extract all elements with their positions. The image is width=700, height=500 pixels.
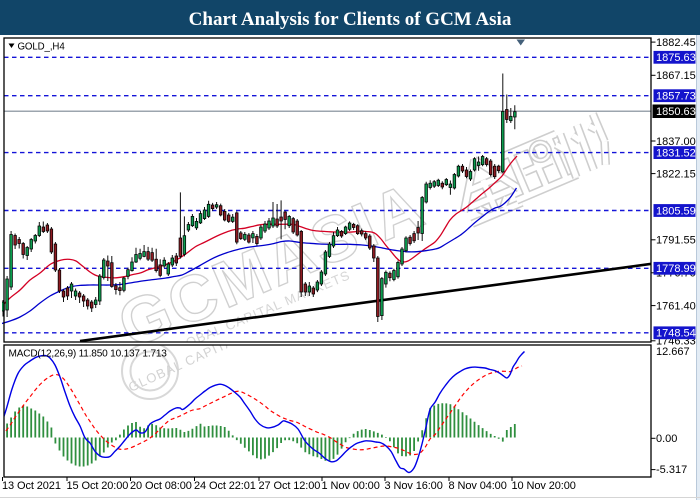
svg-text:12.667: 12.667	[656, 346, 690, 358]
svg-text:24 Oct 22:01: 24 Oct 22:01	[194, 480, 256, 492]
svg-text:1 Nov 00:00: 1 Nov 00:00	[322, 480, 380, 492]
svg-text:-5.317: -5.317	[656, 464, 687, 476]
svg-text:1857.73: 1857.73	[656, 91, 696, 103]
svg-text:13 Oct 2021: 13 Oct 2021	[2, 480, 61, 492]
svg-text:15 Oct 20:00: 15 Oct 20:00	[67, 480, 129, 492]
svg-text:3 Nov 16:00: 3 Nov 16:00	[385, 480, 443, 492]
svg-text:1837.00: 1837.00	[656, 136, 696, 148]
svg-text:1761.40: 1761.40	[656, 300, 696, 312]
svg-text:27 Oct 12:00: 27 Oct 12:00	[259, 480, 321, 492]
svg-text:0.00: 0.00	[656, 433, 677, 445]
svg-text:20 Oct 08:00: 20 Oct 08:00	[130, 480, 192, 492]
svg-text:1867.15: 1867.15	[656, 70, 696, 82]
svg-text:10 Nov 20:00: 10 Nov 20:00	[512, 480, 576, 492]
svg-text:1831.52: 1831.52	[656, 148, 696, 160]
svg-text:1748.54: 1748.54	[656, 328, 696, 340]
svg-text:GOLD_,H4: GOLD_,H4	[18, 42, 66, 53]
svg-text:1850.63: 1850.63	[656, 106, 696, 118]
svg-text:1822.15: 1822.15	[656, 168, 696, 180]
svg-text:1778.99: 1778.99	[656, 263, 696, 275]
svg-text:Chart Analysis for Clients of: Chart Analysis for Clients of GCM Asia	[189, 9, 512, 30]
svg-text:1882.45: 1882.45	[656, 37, 696, 49]
svg-text:1875.63: 1875.63	[656, 52, 696, 64]
svg-text:1805.59: 1805.59	[656, 205, 696, 217]
svg-text:1791.55: 1791.55	[656, 235, 696, 247]
svg-text:8 Nov 04:00: 8 Nov 04:00	[449, 480, 507, 492]
svg-text:MACD(12,26,9) 11.850 10.137 1.: MACD(12,26,9) 11.850 10.137 1.713	[9, 349, 168, 360]
